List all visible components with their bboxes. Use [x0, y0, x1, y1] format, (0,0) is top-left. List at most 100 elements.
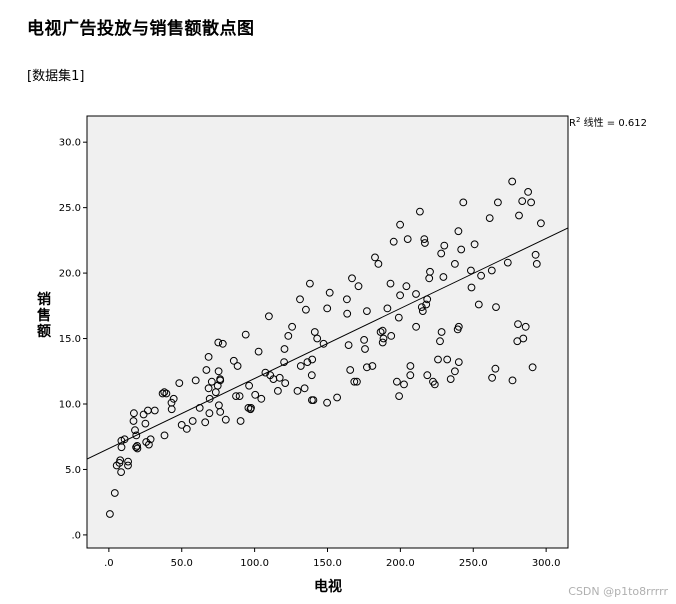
data-point	[491, 364, 500, 373]
y-axis-title: 销售额	[36, 291, 51, 340]
data-point	[515, 211, 523, 220]
data-point	[537, 219, 545, 228]
data-point	[406, 371, 415, 380]
data-point	[120, 435, 129, 444]
data-point	[284, 332, 293, 340]
data-point	[182, 425, 191, 433]
y-tick-label: 5.0	[65, 465, 81, 476]
data-point	[383, 304, 392, 313]
data-point	[313, 334, 322, 343]
y-tick-label: 20.0	[59, 269, 81, 280]
x-tick-label: 200.0	[386, 558, 415, 569]
data-point	[236, 417, 245, 425]
data-point	[177, 421, 186, 429]
data-point	[132, 431, 141, 440]
data-point	[218, 339, 227, 348]
data-point	[133, 442, 142, 450]
data-point	[124, 461, 132, 470]
data-point	[508, 177, 517, 186]
data-point	[518, 197, 527, 206]
data-point	[235, 392, 244, 401]
data-point	[333, 393, 342, 402]
data-point	[169, 394, 178, 403]
data-point	[395, 392, 404, 401]
data-point	[302, 305, 310, 314]
data-point	[232, 392, 240, 401]
data-point	[363, 363, 371, 372]
data-point	[233, 362, 242, 370]
data-point	[439, 273, 448, 281]
data-point	[350, 377, 359, 386]
x-tick-label: .0	[104, 558, 114, 569]
data-point	[430, 380, 439, 389]
data-point	[202, 366, 211, 374]
data-point	[454, 322, 463, 331]
data-point	[470, 240, 479, 249]
data-point	[205, 394, 214, 403]
data-point	[477, 271, 486, 280]
data-point	[434, 355, 442, 364]
data-point	[406, 362, 415, 370]
data-point	[348, 274, 356, 283]
x-tick-label: 50.0	[171, 558, 193, 569]
data-point	[394, 313, 403, 322]
x-axis-title: 电视	[314, 578, 342, 595]
data-point	[296, 295, 304, 304]
data-point	[346, 366, 355, 374]
data-point	[158, 389, 167, 398]
data-point	[361, 345, 369, 353]
data-point	[485, 214, 494, 223]
data-point	[280, 358, 289, 367]
data-point	[474, 300, 483, 309]
data-point	[423, 371, 432, 380]
data-point	[309, 396, 318, 405]
data-point	[527, 198, 535, 207]
data-point	[131, 426, 139, 435]
data-point	[396, 220, 405, 229]
data-point	[205, 409, 214, 418]
data-point	[323, 398, 332, 407]
data-point	[132, 443, 141, 452]
data-point	[494, 198, 502, 207]
x-tick-label: 300.0	[532, 558, 561, 569]
data-point	[142, 438, 151, 446]
data-point	[402, 282, 411, 291]
data-point	[454, 227, 463, 236]
data-point	[457, 245, 466, 254]
data-point	[254, 347, 263, 356]
data-point	[300, 384, 309, 393]
data-point	[204, 384, 213, 393]
data-point	[446, 375, 455, 384]
data-point	[247, 404, 255, 412]
data-point	[422, 300, 431, 309]
page-title: 电视广告投放与销售额散点图	[27, 19, 255, 39]
data-point	[403, 235, 412, 244]
data-point	[216, 408, 225, 416]
data-point	[376, 328, 385, 336]
data-point	[503, 258, 512, 267]
data-point	[508, 376, 517, 385]
data-point	[110, 489, 119, 497]
data-point	[487, 266, 496, 275]
data-point	[310, 328, 319, 336]
data-point	[396, 291, 405, 300]
data-point	[454, 358, 463, 367]
data-point	[160, 431, 169, 440]
data-point	[204, 353, 213, 361]
data-point	[175, 379, 184, 388]
data-point	[378, 338, 387, 347]
data-point	[307, 371, 316, 380]
data-point	[343, 309, 352, 318]
data-point	[244, 404, 253, 412]
data-point	[519, 334, 528, 343]
data-point	[371, 253, 379, 262]
data-point	[437, 249, 446, 258]
data-point	[412, 290, 420, 298]
y-tick-label: 10.0	[59, 400, 81, 411]
data-point	[528, 363, 537, 372]
data-point	[261, 368, 270, 377]
dataset-label: [数据集1]	[27, 69, 85, 84]
data-point	[124, 457, 133, 466]
fit-line	[87, 227, 568, 460]
